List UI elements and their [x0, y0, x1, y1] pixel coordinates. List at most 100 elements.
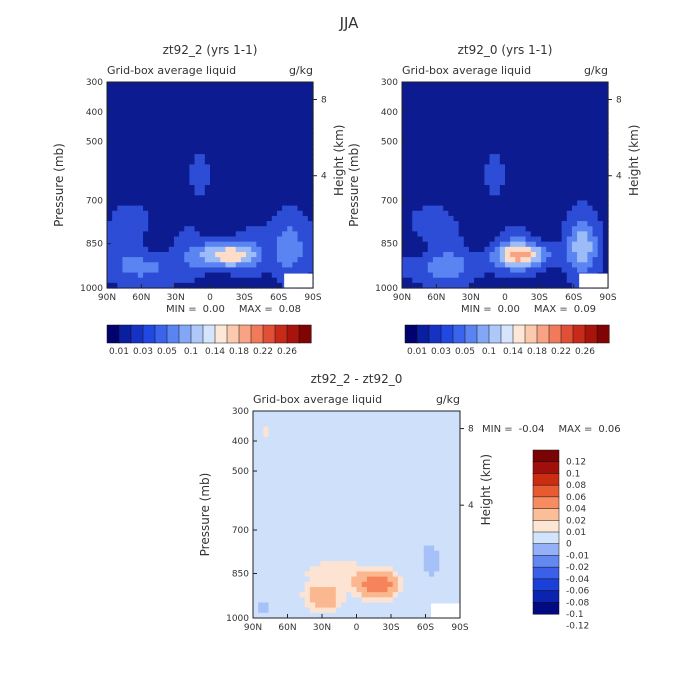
contour-cell	[292, 215, 299, 222]
contour-cell	[112, 159, 118, 165]
contour-cell	[413, 592, 420, 598]
contour-cell	[428, 514, 435, 521]
contour-cell	[253, 509, 259, 516]
contour-cell	[361, 411, 368, 417]
contour-cell	[215, 148, 221, 155]
contour-cell	[422, 174, 429, 181]
contour-cell	[448, 97, 455, 104]
contour-cell	[403, 483, 409, 490]
contour-cell	[153, 241, 160, 248]
x-tick-label: 30N	[313, 623, 331, 633]
masked-region	[579, 273, 608, 288]
contour-cell	[210, 241, 216, 248]
contour-cell	[530, 159, 537, 165]
contour-cell	[153, 174, 160, 181]
contour-cell	[479, 97, 485, 104]
contour-cell	[132, 128, 139, 135]
contour-cell	[325, 488, 332, 495]
contour-cell	[189, 159, 196, 165]
contour-cell	[413, 561, 420, 567]
contour-cell	[402, 272, 408, 279]
colorbar-swatch	[142, 324, 156, 344]
contour-cell	[315, 555, 321, 562]
contour-cell	[299, 607, 306, 614]
colorbar-label: 0.05	[157, 347, 177, 357]
contour-cell	[417, 251, 424, 258]
contour-cell	[577, 143, 583, 150]
contour-cell	[189, 236, 196, 243]
contour-cell	[263, 498, 270, 505]
contour-cell	[587, 267, 594, 274]
contour-cell	[453, 82, 460, 88]
contour-cell	[592, 231, 599, 238]
contour-cell	[484, 112, 491, 119]
contour-cell	[173, 200, 180, 207]
contour-cell	[397, 530, 404, 536]
contour-cell	[479, 82, 485, 88]
contour-cell	[546, 133, 552, 140]
contour-cell	[346, 602, 352, 609]
contour-cell	[184, 154, 190, 160]
contour-cell	[408, 550, 415, 557]
contour-cell	[418, 566, 425, 573]
contour-cell	[284, 586, 290, 593]
contour-cell	[403, 602, 409, 609]
contour-cell	[413, 524, 420, 531]
contour-cell	[408, 498, 415, 505]
contour-cell	[340, 452, 347, 459]
contour-cell	[454, 586, 461, 593]
contour-cell	[330, 597, 337, 604]
contour-cell	[330, 540, 337, 547]
contour-cell	[402, 112, 408, 119]
contour-cell	[484, 87, 491, 93]
contour-cell	[346, 462, 352, 469]
contour-cell	[427, 200, 434, 207]
contour-cell	[240, 205, 247, 212]
x-tick-label: 30S	[382, 623, 399, 633]
contour-cell	[546, 185, 552, 191]
contour-cell	[494, 148, 501, 155]
contour-cell	[220, 246, 227, 253]
contour-cell	[204, 210, 211, 217]
contour-cell	[220, 174, 227, 181]
contour-cell	[530, 200, 537, 207]
contour-cell	[443, 112, 449, 119]
contour-cell	[132, 159, 139, 165]
contour-cell	[225, 185, 232, 191]
contour-cell	[372, 467, 378, 474]
contour-cell	[458, 107, 465, 114]
contour-cell	[428, 519, 435, 526]
contour-cell	[225, 154, 232, 160]
x-tick-label: 60N	[278, 623, 296, 633]
contour-cell	[148, 210, 154, 217]
contour-cell	[423, 524, 430, 531]
contour-cell	[282, 133, 288, 140]
contour-cell	[294, 436, 301, 443]
contour-cell	[346, 530, 352, 536]
contour-cell	[432, 215, 439, 222]
contour-cell	[297, 185, 304, 191]
contour-cell	[541, 97, 547, 104]
colorbar-swatch	[166, 324, 180, 344]
contour-cell	[372, 602, 378, 609]
contour-cell	[168, 112, 175, 119]
contour-cell	[251, 92, 257, 99]
contour-cell	[137, 143, 144, 150]
contour-cell	[418, 411, 425, 417]
contour-cell	[468, 205, 475, 212]
contour-cell	[230, 251, 237, 258]
contour-cell	[582, 92, 588, 99]
contour-cell	[320, 483, 327, 490]
contour-cell	[407, 107, 413, 114]
contour-cell	[261, 154, 268, 160]
contour-cell	[413, 545, 420, 552]
contour-cell	[215, 205, 221, 212]
contour-cell	[438, 236, 444, 243]
contour-cell	[449, 478, 456, 485]
contour-cell	[356, 488, 363, 495]
contour-cell	[428, 467, 435, 474]
contour-cell	[122, 246, 129, 253]
contour-cell	[184, 82, 190, 88]
contour-cell	[453, 205, 460, 212]
contour-cell	[387, 571, 394, 578]
